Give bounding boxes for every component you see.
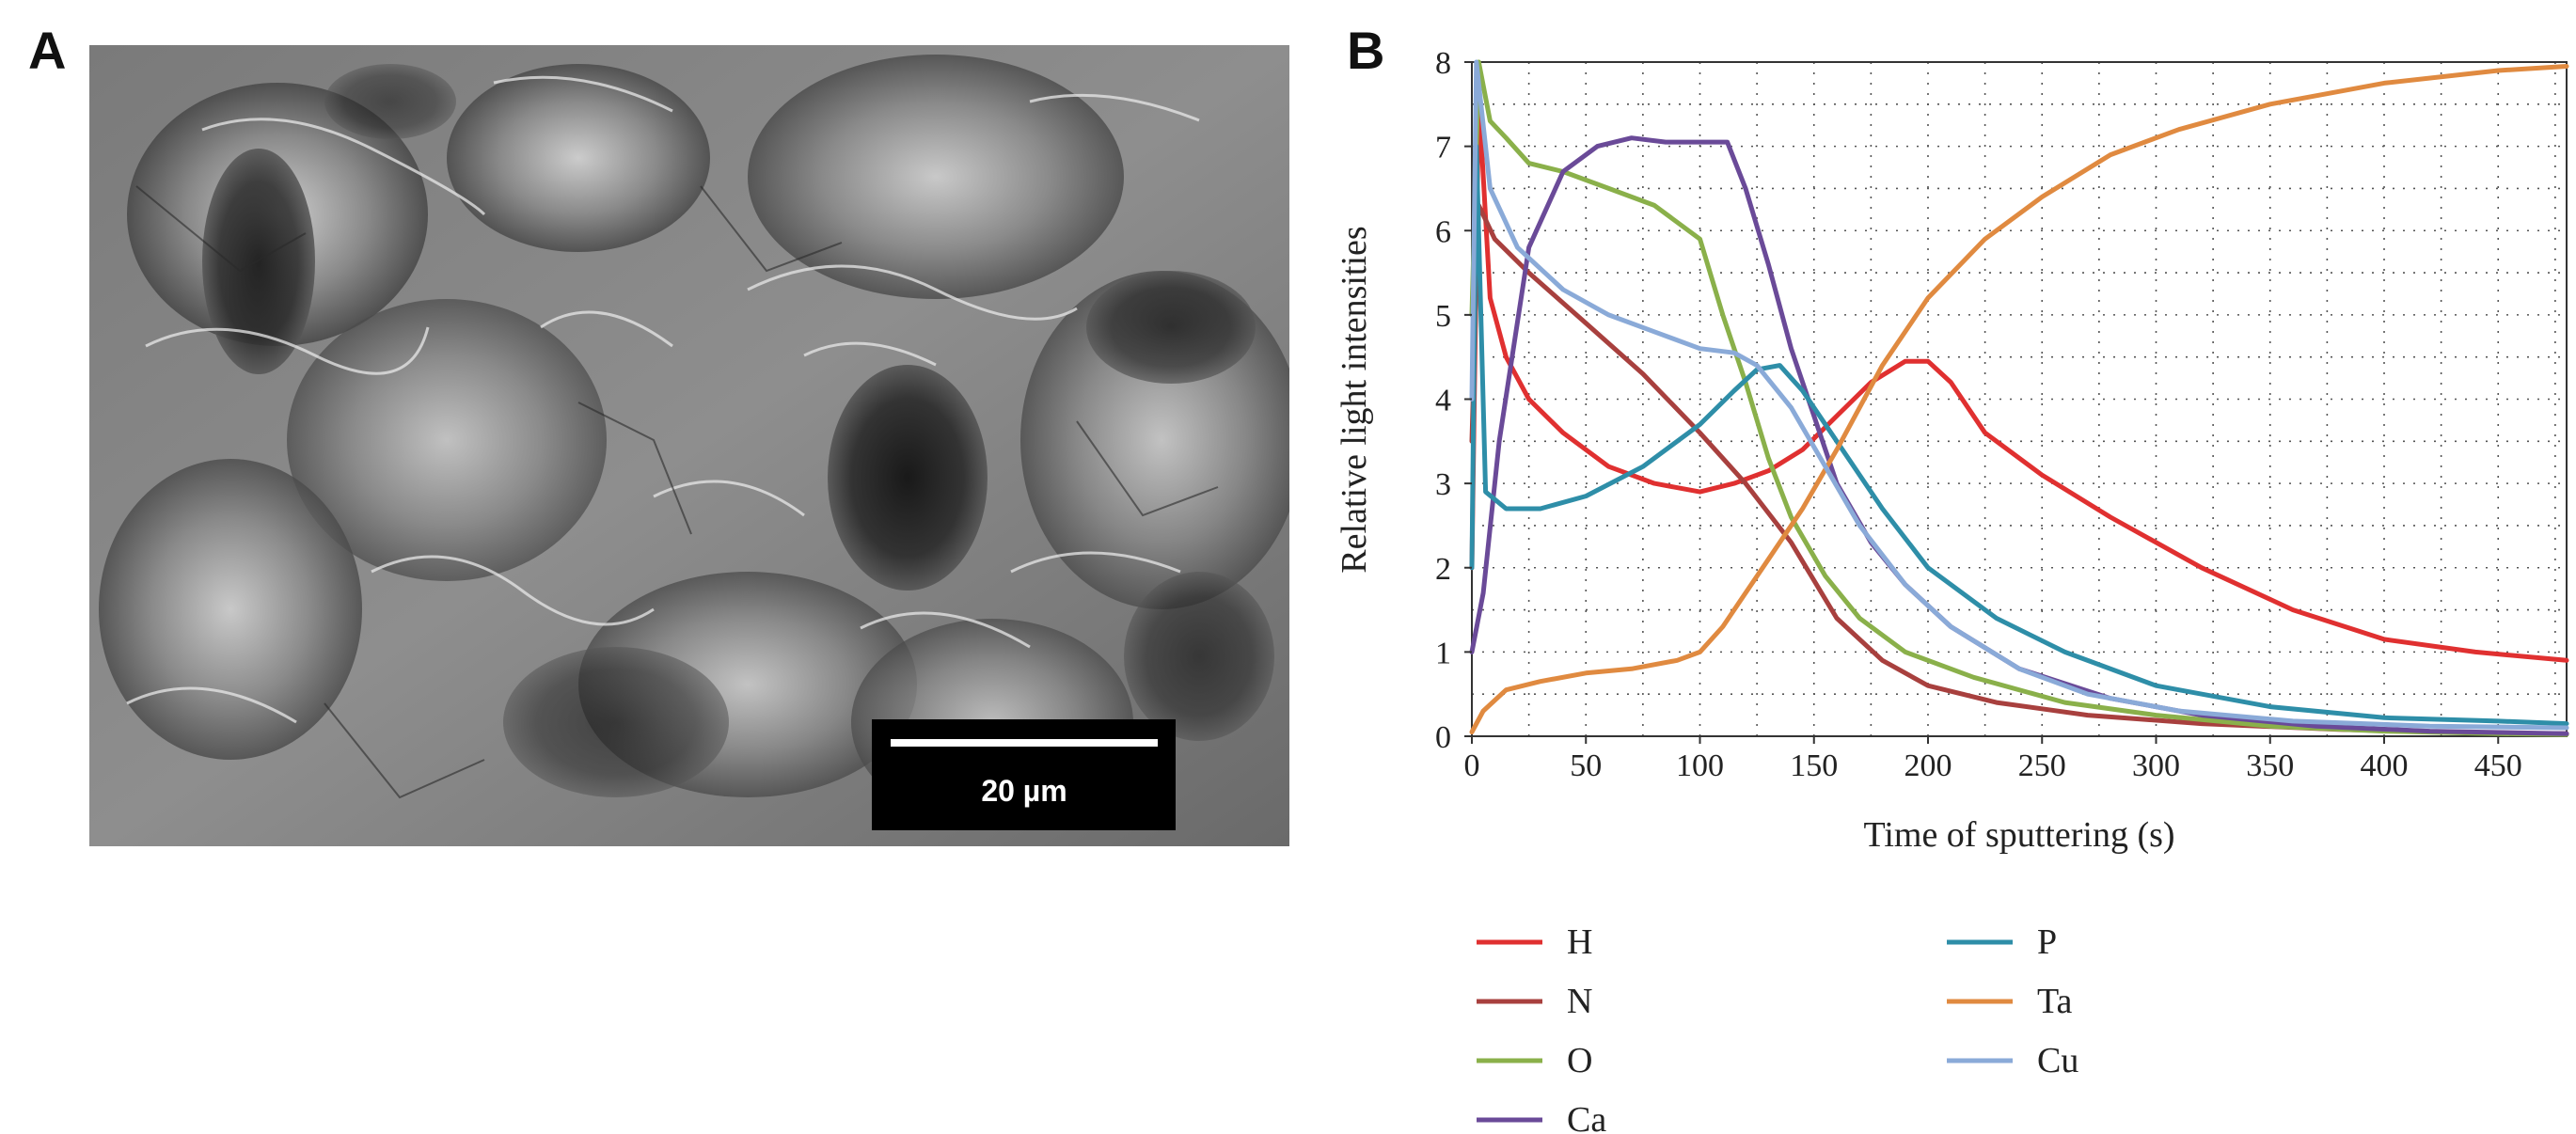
y-tick-label: 4 — [1435, 384, 1451, 418]
panel-label-b: B — [1347, 21, 1385, 80]
y-tick-label: 3 — [1435, 467, 1451, 502]
legend: HNO Ca P Ta Cu — [1477, 922, 2078, 1134]
legend-label-cu: Cu — [2037, 1041, 2078, 1080]
y-tick-label: 7 — [1435, 131, 1451, 165]
series-line-n — [1469, 202, 2569, 736]
x-tick-label: 450 — [2474, 748, 2522, 783]
x-tick-label: 250 — [2018, 748, 2066, 783]
x-tick-label: 0 — [1464, 748, 1480, 783]
series-line-h — [1469, 93, 2569, 663]
legend-label-h: H — [1567, 922, 1592, 962]
legend-label-n: N — [1567, 982, 1592, 1021]
plot-frame — [1471, 61, 2568, 737]
legend-label-ca: Ca — [1567, 1100, 1606, 1134]
x-tick-label: 300 — [2132, 748, 2180, 783]
chart-grid — [1472, 62, 2567, 736]
series-line-ta — [1469, 64, 2569, 734]
x-axis-label: Time of sputtering (s) — [1863, 815, 2174, 855]
x-tick-label: 50 — [1570, 748, 1602, 783]
series-group — [1469, 59, 2569, 737]
series-line-ca — [1469, 135, 2569, 736]
series-line-o — [1469, 59, 2569, 737]
legend-label-o: O — [1567, 1041, 1592, 1080]
y-axis-label: Relative light intensities — [1335, 226, 1374, 573]
sem-micrograph-icon — [89, 45, 1289, 846]
y-tick-label: 6 — [1435, 214, 1451, 249]
x-tick-label: 400 — [2361, 748, 2409, 783]
y-tick-label: 1 — [1435, 636, 1451, 670]
legend-label-p: P — [2037, 922, 2057, 962]
scale-bar-line — [891, 739, 1158, 747]
legend-label-ta: Ta — [2037, 982, 2073, 1021]
scale-bar-box: 20 µm — [872, 719, 1176, 830]
scale-bar-label: 20 µm — [981, 774, 1067, 808]
x-tick-label: 150 — [1790, 748, 1838, 783]
depth-profile-chart: 0 50 100 150 200 250 300 350 400 450 0 1 2 3 4 5 6 7 8 Tim… — [1335, 46, 2569, 1134]
series-line-p — [1469, 144, 2569, 727]
panel-label-a: A — [28, 21, 67, 80]
x-tick-label: 100 — [1676, 748, 1724, 783]
axis-ticks: 0 50 100 150 200 250 300 350 400 450 0 1 2 3 4 5 6 7 8 — [1435, 46, 2522, 783]
y-tick-label: 0 — [1435, 720, 1451, 755]
y-tick-label: 2 — [1435, 552, 1451, 587]
x-tick-label: 200 — [1904, 748, 1952, 783]
y-tick-label: 8 — [1435, 46, 1451, 81]
y-tick-label: 5 — [1435, 299, 1451, 334]
sem-micrograph: 20 µm — [89, 45, 1289, 846]
series-line-cu — [1469, 59, 2569, 731]
x-tick-label: 350 — [2246, 748, 2294, 783]
